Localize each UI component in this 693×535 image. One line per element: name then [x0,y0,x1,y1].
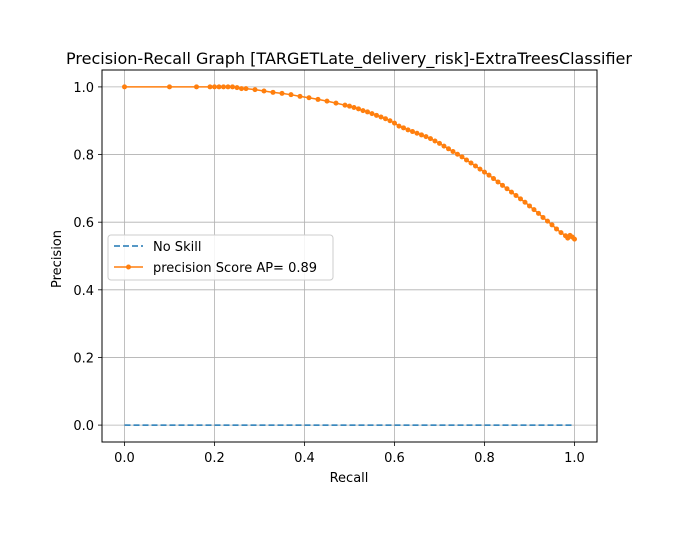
data-point [194,84,199,90]
data-point [230,84,235,90]
x-tick-label: 0.4 [294,451,315,466]
data-point [446,146,451,152]
data-point [495,179,501,185]
data-point [122,84,127,90]
data-point [374,112,379,118]
data-point [225,84,231,90]
data-point [315,96,321,102]
data-point [414,130,420,136]
plot-frame [101,69,598,443]
data-point [536,210,541,216]
data-point [387,118,393,124]
data-point [572,236,577,242]
data-point [365,109,370,115]
data-point [527,203,532,209]
data-point [297,93,303,99]
data-point [239,86,244,92]
data-point [477,166,483,172]
data-point [392,120,397,126]
data-point [212,84,217,90]
data-point [554,226,559,232]
data-point [486,172,492,178]
data-point [333,100,339,106]
data-point [558,230,564,236]
data-point [437,140,442,146]
y-tick-label: 0.6 [73,216,94,231]
data-point [216,84,222,90]
data-point [509,189,514,195]
data-point [306,95,312,101]
x-tick-label: 0.0 [114,451,135,466]
data-point [234,85,240,91]
data-point [423,134,429,140]
data-point [279,90,285,96]
y-tick-label: 0.0 [73,419,94,434]
data-point [342,102,348,108]
x-tick-label: 0.6 [384,451,405,466]
data-point [351,105,357,111]
legend: No Skill precision Score AP= 0.89 [107,234,334,281]
series-line-1 [124,86,576,240]
data-point [441,143,447,149]
y-tick-label: 0.4 [73,284,94,299]
chart-title: Precision-Recall Graph [TARGETLate_deliv… [66,49,632,69]
x-tick-label: 0.2 [204,451,225,466]
data-point [288,92,294,98]
x-tick-label: 1.0 [564,451,585,466]
data-point [356,106,361,112]
data-point [396,123,402,129]
data-point [324,98,330,104]
data-point [383,116,388,122]
legend-box [107,234,334,281]
data-point [167,84,172,90]
data-point [207,84,213,90]
data-point [360,108,366,114]
data-point [459,154,465,160]
data-point [455,151,460,157]
y-tick-label: 0.2 [73,351,94,366]
x-axis-label: Recall [330,471,369,486]
data-point [252,87,258,93]
data-point [545,218,550,224]
data-point [518,196,523,202]
data-point [531,207,537,213]
y-tick-label: 1.0 [73,81,94,96]
data-point [401,125,406,131]
data-point [504,186,510,192]
data-point [468,160,474,166]
data-point [261,88,267,94]
data-point [522,199,528,205]
data-point [221,84,226,90]
data-point [549,222,555,228]
data-point [369,111,375,117]
data-point [513,192,519,198]
data-point [378,114,384,120]
data-point [270,89,276,95]
data-point [243,86,249,92]
data-point [432,138,438,144]
data-point [464,157,469,163]
axis-ticks: 0.0 0.2 0.4 0.6 0.8 1.0 0.0 0.2 0.4 0.6 0.8 1.0 [73,81,585,466]
data-point [500,182,505,188]
data-point [540,214,546,220]
data-point [450,149,456,155]
y-tick-label: 0.8 [73,149,94,164]
legend-marker-precision-score [126,264,131,270]
data-point [347,103,352,109]
legend-label-precision-score: precision Score AP= 0.89 [153,261,317,276]
data-point [428,136,433,142]
y-axis-label: Precision [50,230,65,288]
x-tick-label: 0.8 [474,451,495,466]
data-point [405,127,411,133]
data-point [410,129,415,135]
data-point [482,169,487,175]
data-point [419,132,424,138]
legend-label-no-skill: No Skill [153,240,201,255]
data-point [491,176,496,182]
series-layer [122,84,577,426]
data-point [473,163,478,169]
